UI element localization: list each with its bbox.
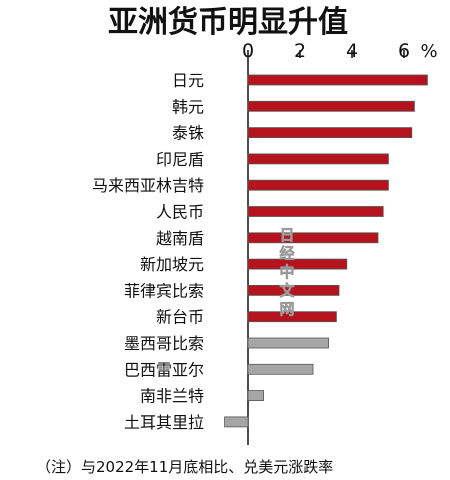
watermark-char: 中 xyxy=(279,263,294,281)
bars-layer xyxy=(224,74,428,428)
bar xyxy=(247,363,314,375)
bar xyxy=(247,127,413,138)
category-label: 菲律宾比索 xyxy=(124,281,204,300)
category-label: 日元 xyxy=(172,71,204,90)
chart-title: 亚洲货币明显升值 xyxy=(108,5,348,40)
category-label: 土耳其里拉 xyxy=(124,413,204,432)
category-label: 南非兰特 xyxy=(140,387,204,406)
bar xyxy=(247,311,337,323)
bar xyxy=(247,179,389,191)
bar xyxy=(247,74,428,86)
bar xyxy=(247,100,415,112)
category-labels: 日元韩元泰铢印尼盾马来西亚林吉特人民币越南盾新加坡元菲律宾比索新台币墨西哥比索巴… xyxy=(92,71,204,432)
x-tick-label: 0 xyxy=(242,40,254,62)
watermark-char: 文 xyxy=(279,282,295,300)
category-label: 印尼盾 xyxy=(156,150,204,169)
x-tick-label: 4 xyxy=(346,40,358,62)
bar xyxy=(224,416,249,428)
category-label: 新加坡元 xyxy=(140,255,204,274)
category-label: 新台币 xyxy=(156,308,204,327)
chart-note: （注）与2022年11月底相比、兑美元涨跌率 xyxy=(36,458,333,476)
category-label: 泰铢 xyxy=(172,124,204,143)
watermark-char: 经 xyxy=(279,245,294,263)
bar xyxy=(247,337,329,349)
category-label: 巴西雷亚尔 xyxy=(124,360,204,379)
watermark-char: 网 xyxy=(279,300,294,318)
bar xyxy=(247,258,348,270)
x-tick-label: 2 xyxy=(294,40,306,62)
category-label: 马来西亚林吉特 xyxy=(92,176,204,195)
bar xyxy=(247,153,389,165)
bar xyxy=(247,390,265,402)
category-label: 韩元 xyxy=(172,97,204,116)
axis-layer: 0 2 4 6% xyxy=(242,40,438,445)
x-tick-label: 6 xyxy=(398,40,410,62)
category-label: 人民币 xyxy=(156,203,204,222)
x-unit-label: % xyxy=(420,41,437,62)
category-label: 墨西哥比索 xyxy=(124,334,204,353)
bar xyxy=(247,284,340,296)
bar xyxy=(247,232,379,244)
bar xyxy=(247,206,384,217)
watermark-char: 日 xyxy=(279,226,294,244)
category-label: 越南盾 xyxy=(156,229,204,248)
